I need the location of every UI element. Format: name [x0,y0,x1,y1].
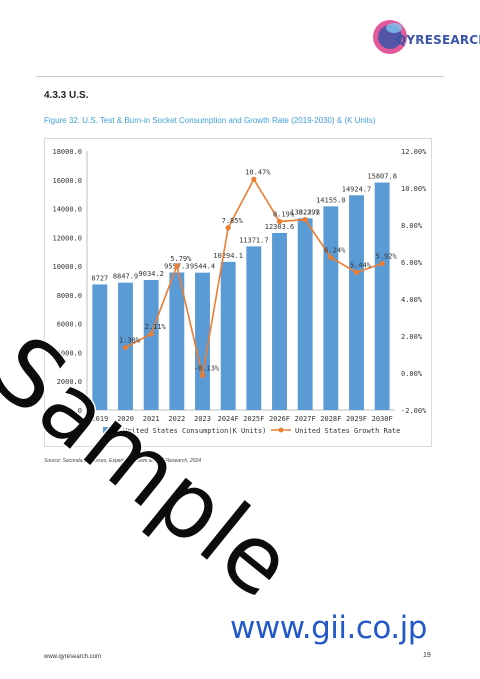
bar-data-label: 14924.7 [342,185,372,193]
x-tick-label: 2021 [143,415,160,423]
growth-rate-point [251,176,257,182]
line-data-label: 8.19% [273,210,295,218]
y2-tick-label: 6.00% [401,259,423,267]
growth-rate-point [353,269,360,275]
line-data-label: 7.85% [222,217,244,225]
y2-tick-label: 10.00% [401,185,427,193]
source-note: Source: Secondary Sources, Expert Interv… [44,458,202,464]
bar-data-label: 12303.6 [265,223,295,231]
legend-label-consumption: United States Consumption(K Units) [123,427,266,435]
bar-consumption [374,182,390,410]
bar-consumption [349,195,364,410]
x-tick-label: 2028F [320,415,341,423]
growth-rate-point [379,260,385,267]
bar-data-label: 14155.0 [316,196,346,204]
bar-data-label: 13323.2 [290,208,320,216]
x-tick-label: 2026F [269,415,290,423]
x-tick-label: 2024F [218,415,239,423]
bar-consumption [246,246,262,410]
legend-swatch-consumption [103,427,119,433]
bar-data-label: 8847.9 [113,273,138,281]
x-tick-label: 2019 [91,415,108,423]
y-tick-label: 6000.0 [57,321,82,329]
x-tick-label: 2023 [194,415,211,423]
bar-consumption [143,280,159,410]
x-tick-label: 2022 [168,415,185,423]
growth-rate-point [302,217,308,223]
header-rule [36,76,444,77]
y-tick-label: 8000.0 [57,292,82,300]
bar-consumption [169,272,185,410]
bar-data-label: 9544.4 [190,263,215,271]
bar-consumption [323,206,339,410]
footer-url[interactable]: www.qyresearch.com [44,654,102,660]
x-tick-label: 2029F [346,415,367,423]
growth-rate-point [328,254,334,261]
line-data-label: 1.38% [119,336,141,344]
y-tick-label: 10000.0 [52,263,82,271]
y-tick-label: 18000.0 [52,148,82,156]
x-tick-label: 2020 [117,415,134,423]
y2-tick-label: 2.00% [401,333,423,341]
growth-rate-point [276,218,283,225]
y-tick-label: 14000.0 [52,206,82,214]
line-data-label: 2.11% [145,323,167,331]
y-tick-label: 4000.0 [57,349,82,357]
header-band: QYRESEARCH [0,0,480,72]
line-data-label: 8.29% [299,209,321,217]
y2-tick-label: 4.00% [401,296,423,304]
legend-marker-growth [278,427,284,433]
bar-consumption [272,232,287,410]
legend-label-growth: United States Growth Rate [295,427,400,435]
section-title: 4.3.3 U.S. [44,90,89,101]
y2-tick-label: 0.00% [401,370,423,378]
y2-tick-label: 12.00% [401,148,427,156]
bar-data-label: 8727 [91,274,108,282]
line-data-label: 10.47% [245,168,271,176]
bar-consumption [220,261,236,410]
bar-consumption [297,218,313,410]
x-tick-label: 2030F [372,415,393,423]
line-data-label: -0.13% [194,364,220,372]
bar-data-label: 15807.8 [367,173,397,181]
y2-tick-label: -2.00% [401,407,427,415]
line-data-label: 5.44% [350,261,372,269]
logo-text: QYRESEARCH [396,33,480,47]
bar-data-label: 10294.1 [213,252,243,260]
y-tick-label: 12000.0 [52,234,82,242]
y2-tick-label: 8.00% [401,222,423,230]
growth-rate-point [174,263,180,269]
growth-rate-point [225,225,231,231]
growth-rate-point [122,344,129,351]
growth-rate-point [199,372,206,379]
y-tick-label: 2000.0 [57,378,82,386]
gii-url[interactable]: www.gii.co.jp [230,610,427,646]
page-number: 19 [423,652,431,659]
line-data-label: 5.79% [170,255,192,263]
bar-data-label: 9034.2 [139,270,164,278]
bar-consumption [195,272,210,410]
bar-consumption [92,284,108,410]
qyresearch-logo-icon [373,20,407,54]
consumption-growth-chart: 0.0 2000.0 4000.0 6000.0 8000.0 10000.0 12000.… [52,148,427,435]
figure-caption: Figure 32. U.S. Test & Burn-in Socket Co… [44,116,376,125]
bar-data-label: 11371.7 [239,236,269,244]
x-tick-label: 2025F [243,415,264,423]
y-tick-label: 0.0 [69,407,82,415]
chart-frame: 0.0 2000.0 4000.0 6000.0 8000.0 10000.0 12000.… [44,138,432,447]
x-tick-label: 2027F [295,415,316,423]
line-data-label: 5.92% [376,252,398,260]
line-data-label: 6.24% [324,247,346,255]
growth-rate-point [148,331,154,337]
y-tick-label: 16000.0 [52,177,82,185]
